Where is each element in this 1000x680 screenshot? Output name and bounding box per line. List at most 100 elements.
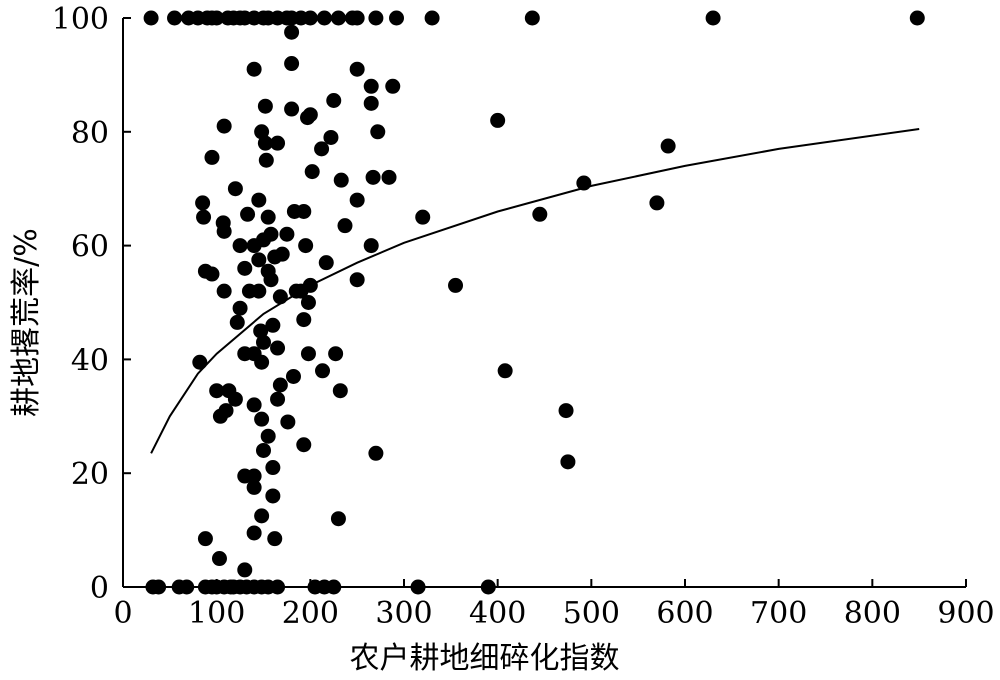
data-point: [368, 10, 384, 26]
data-point: [649, 195, 665, 211]
data-point: [270, 391, 286, 407]
data-point: [349, 10, 365, 26]
data-point: [349, 192, 365, 208]
data-point: [240, 206, 256, 222]
x-tick-label: 800: [844, 596, 901, 631]
data-point: [560, 454, 576, 470]
data-point: [254, 508, 270, 524]
data-point: [254, 124, 270, 140]
data-point: [330, 511, 346, 527]
data-point: [284, 56, 300, 72]
axes: [122, 18, 966, 588]
data-point: [302, 10, 318, 26]
data-point: [179, 579, 195, 595]
x-tick-label: 0: [113, 596, 132, 631]
data-point: [211, 551, 227, 567]
y-axis-title: 耕地撂荒率/%: [9, 228, 44, 417]
data-point: [195, 195, 211, 211]
data-point: [328, 346, 344, 362]
data-point: [209, 10, 225, 26]
data-point: [410, 579, 426, 595]
x-tick-label: 300: [375, 596, 432, 631]
data-point: [197, 531, 213, 547]
data-point: [246, 479, 262, 495]
x-tick-label: 900: [937, 596, 994, 631]
data-point: [315, 363, 331, 379]
data-point: [304, 164, 320, 180]
data-point: [216, 118, 232, 134]
data-point: [323, 129, 339, 145]
data-point: [532, 206, 548, 222]
data-point: [424, 10, 440, 26]
data-point: [237, 260, 253, 276]
data-point: [237, 346, 253, 362]
data-point: [246, 468, 262, 484]
data-point: [302, 277, 318, 293]
data-point: [909, 10, 925, 26]
y-tick-label: 100: [52, 2, 109, 37]
data-point: [576, 175, 592, 191]
data-point: [257, 135, 273, 151]
data-point: [330, 10, 346, 26]
data-point: [258, 152, 274, 168]
data-point: [389, 10, 405, 26]
data-point: [284, 24, 300, 40]
data-point: [167, 10, 183, 26]
data-point: [332, 383, 348, 399]
data-point: [204, 266, 220, 282]
data-point: [232, 300, 248, 316]
data-point: [368, 445, 384, 461]
data-point: [284, 101, 300, 117]
x-tick-label: 100: [188, 596, 245, 631]
data-point: [246, 525, 262, 541]
data-point: [237, 562, 253, 578]
data-point: [270, 135, 286, 151]
data-point: [363, 78, 379, 94]
data-point: [296, 203, 312, 219]
ticks: [122, 17, 967, 588]
data-point: [365, 169, 381, 185]
data-point: [300, 346, 316, 362]
data-point: [229, 314, 245, 330]
data-point: [143, 10, 159, 26]
data-point: [480, 579, 496, 595]
data-point: [381, 169, 397, 185]
data-point: [300, 110, 316, 126]
y-tick-label: 60: [71, 230, 109, 265]
data-point: [349, 272, 365, 288]
data-point: [246, 238, 262, 254]
data-point: [254, 354, 270, 370]
data-point: [192, 354, 208, 370]
data-point: [256, 442, 271, 458]
data-point: [241, 283, 257, 299]
x-tick-label: 600: [656, 596, 713, 631]
data-point: [349, 61, 365, 77]
data-point: [263, 272, 279, 288]
data-point: [280, 414, 296, 430]
data-point: [705, 10, 721, 26]
data-point: [212, 408, 228, 424]
data-point: [300, 295, 316, 310]
data-point: [253, 323, 269, 339]
data-point: [370, 124, 386, 140]
data-point: [497, 363, 513, 379]
data-point: [196, 209, 212, 225]
data-point: [204, 149, 220, 165]
data-point: [270, 340, 286, 356]
data-point: [490, 112, 506, 128]
data-point: [265, 317, 281, 333]
x-axis-title: 农户耕地细碎化指数: [350, 641, 620, 676]
data-point: [270, 579, 286, 595]
data-point: [251, 192, 267, 208]
data-point: [314, 141, 330, 157]
data-point: [227, 391, 243, 407]
data-point: [296, 312, 312, 328]
data-point: [333, 172, 349, 188]
data-point: [524, 10, 540, 26]
data-points: [143, 10, 925, 595]
data-point: [265, 460, 281, 476]
data-point: [337, 218, 353, 234]
data-point: [415, 209, 431, 225]
y-tick-label: 80: [71, 116, 109, 151]
